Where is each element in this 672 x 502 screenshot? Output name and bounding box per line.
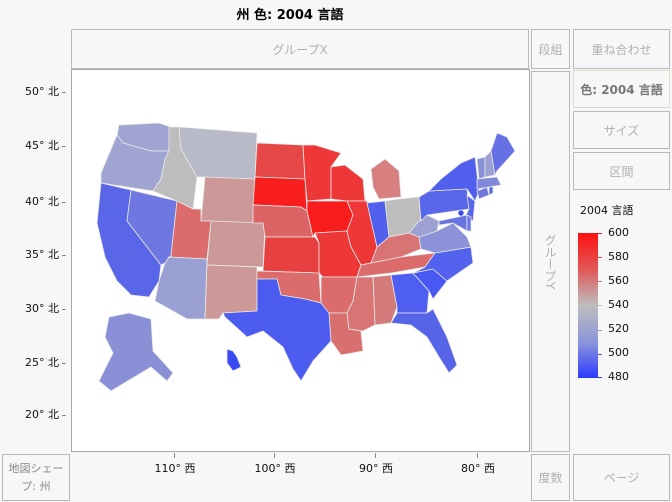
group-x-zone[interactable]: グループX [71, 29, 529, 69]
y-tick: 45° 北 [0, 137, 66, 153]
size-zone[interactable]: サイズ [573, 111, 670, 149]
x-tick: 90° 西 [359, 462, 393, 475]
us-map [96, 122, 516, 392]
legend-label: 560 [608, 274, 629, 287]
x-tick-mark [375, 453, 376, 458]
state-tx[interactable] [222, 278, 332, 382]
x-tick: 80° 西 [461, 462, 495, 475]
x-tick-mark [274, 453, 275, 458]
color-zone[interactable]: 色: 2004 言語 [573, 70, 670, 108]
state-shapes [96, 122, 516, 392]
legend-label: 580 [608, 250, 629, 263]
legend-color-bar [578, 233, 598, 378]
freq-label: 度数 [538, 471, 563, 485]
state-co[interactable] [206, 220, 266, 268]
map-shape-zone[interactable]: 地図シェープ: 州 [2, 454, 70, 501]
state-me[interactable] [490, 132, 516, 177]
wrap-zone[interactable]: 段組 [531, 29, 570, 69]
state-ma[interactable] [476, 176, 502, 190]
freq-zone[interactable]: 度数 [531, 454, 570, 501]
x-tick: 100° 西 [254, 462, 296, 475]
state-tn[interactable] [356, 252, 436, 278]
legend-label: 600 [608, 226, 629, 239]
state-ri[interactable] [488, 186, 494, 196]
state-wy[interactable] [200, 176, 256, 224]
state-hi[interactable] [226, 348, 242, 372]
interval-label: 区間 [609, 164, 634, 179]
y-tick: 20° 北 [0, 406, 66, 422]
y-tick: 30° 北 [0, 300, 66, 316]
y-tick: 35° 北 [0, 246, 66, 262]
legend-tick [598, 330, 602, 331]
state-nm[interactable] [204, 264, 258, 320]
x-tick-mark [174, 453, 175, 458]
overlay-zone[interactable]: 重ね合わせ [573, 29, 670, 69]
group-y-zone[interactable]: グループY [531, 71, 570, 452]
map-plot-area[interactable] [71, 69, 530, 452]
y-tick: 40° 北 [0, 193, 66, 209]
state-mi[interactable] [370, 158, 402, 200]
overlay-label: 重ね合わせ [591, 42, 652, 57]
map-shape-label: 地図シェープ: 州 [8, 461, 64, 493]
legend-label: 480 [608, 370, 629, 383]
size-label: サイズ [603, 123, 640, 138]
legend-label: 520 [608, 322, 629, 335]
legend-tick [598, 305, 602, 306]
state-dc[interactable] [457, 209, 465, 217]
state-al[interactable] [372, 274, 398, 326]
chart-title: 州 色: 2004 言語 [236, 8, 344, 23]
legend-tick [598, 281, 602, 282]
y-tick: 25° 北 [0, 354, 66, 370]
x-tick-mark [477, 453, 478, 458]
state-va[interactable] [418, 222, 472, 254]
state-ms[interactable] [346, 276, 376, 332]
legend-tick [598, 233, 602, 234]
color-label: 色: 2004 言語 [580, 82, 663, 97]
legend-label: 500 [608, 346, 629, 359]
legend-label: 540 [608, 298, 629, 311]
page-label: ページ [603, 471, 640, 485]
state-ak[interactable] [98, 312, 174, 392]
wrap-label: 段組 [538, 42, 563, 57]
state-ks[interactable] [262, 236, 320, 274]
y-tick: 50° 北 [0, 83, 66, 99]
state-nd[interactable] [254, 142, 306, 180]
group-y-label: グループY [543, 233, 557, 290]
interval-zone[interactable]: 区間 [573, 152, 670, 190]
state-ny[interactable] [427, 156, 480, 202]
page-zone[interactable]: ページ [573, 454, 670, 501]
state-vt[interactable] [476, 156, 486, 180]
group-x-label: グループX [272, 42, 328, 57]
legend-tick [598, 257, 602, 258]
legend-title: 2004 言語 [580, 204, 634, 217]
legend-tick [598, 377, 602, 378]
x-tick: 110° 西 [154, 462, 196, 475]
state-de[interactable] [466, 214, 472, 232]
state-fl[interactable] [390, 308, 458, 374]
state-az[interactable] [154, 256, 208, 320]
state-wi[interactable] [330, 164, 366, 202]
legend-tick [598, 354, 602, 355]
